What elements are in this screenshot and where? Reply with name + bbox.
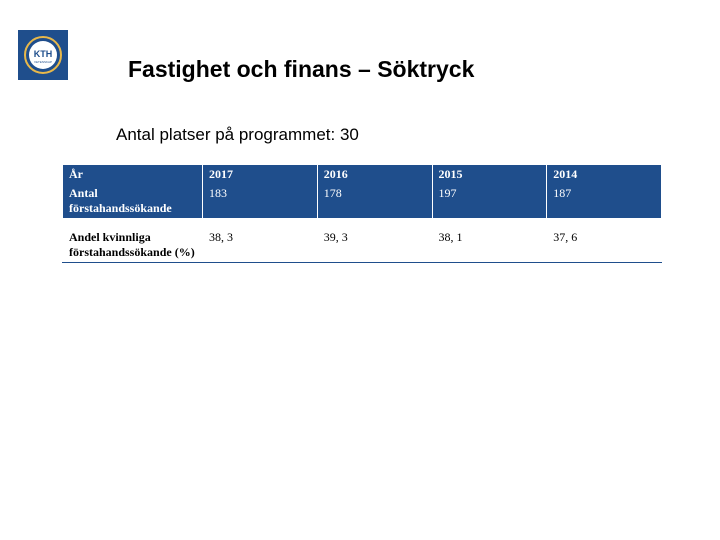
page-title: Fastighet och finans – Söktryck [128, 56, 474, 83]
col-header-year: År [63, 165, 203, 184]
table-row: Andel kvinnliga förstahandssökande (%) 3… [63, 228, 662, 263]
svg-text:VETENSKAP: VETENSKAP [34, 60, 52, 64]
svg-text:KTH: KTH [34, 49, 53, 59]
cell: 38, 3 [203, 228, 318, 263]
cell: 187 [547, 184, 662, 218]
cell: 39, 3 [317, 228, 432, 263]
table-row: Antal förstahandssökande 183 178 197 187 [63, 184, 662, 218]
kth-logo: KTH VETENSKAP [18, 30, 68, 80]
cell: 197 [432, 184, 547, 218]
row-label: Antal förstahandssökande [63, 184, 203, 218]
table-spacer [63, 218, 662, 228]
col-header-2014: 2014 [547, 165, 662, 184]
col-header-2017: 2017 [203, 165, 318, 184]
cell: 37, 6 [547, 228, 662, 263]
row-label: Andel kvinnliga förstahandssökande (%) [63, 228, 203, 263]
col-header-2015: 2015 [432, 165, 547, 184]
col-header-2016: 2016 [317, 165, 432, 184]
cell: 183 [203, 184, 318, 218]
applicants-table: År 2017 2016 2015 2014 Antal förstahands… [62, 165, 662, 263]
cell: 38, 1 [432, 228, 547, 263]
table-header-row: År 2017 2016 2015 2014 [63, 165, 662, 184]
cell: 178 [317, 184, 432, 218]
page-subtitle: Antal platser på programmet: 30 [116, 125, 359, 145]
